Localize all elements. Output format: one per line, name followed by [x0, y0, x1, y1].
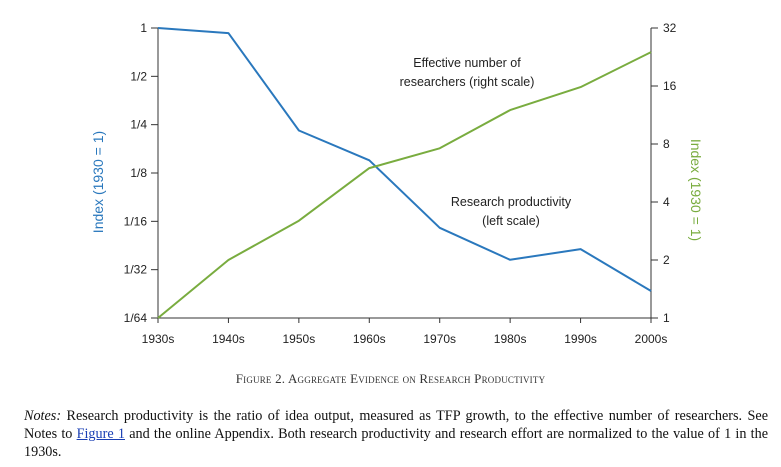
x-tick-label: 2000s: [635, 332, 668, 346]
left-tick-label: 1/8: [130, 166, 147, 180]
notes-label: Notes:: [24, 408, 62, 424]
left-tick-label: 1: [140, 21, 147, 35]
figure-notes: Notes: Research productivity is the rati…: [24, 407, 768, 461]
right-axis-title: Index (1930 = 1): [688, 139, 704, 241]
left-tick-label: 1/4: [130, 118, 147, 132]
notes-text-1: Research productivity is the ratio of id…: [24, 408, 768, 442]
right-tick-label: 8: [663, 137, 670, 151]
left-tick-label: 1/2: [130, 69, 147, 83]
figure-caption: Figure 2. Aggregate Evidence on Research…: [235, 371, 546, 386]
right-tick-label: 4: [663, 195, 670, 209]
x-tick-label: 1930s: [142, 332, 175, 346]
x-axis: 1930s 1940s 1950s 1960s 1970s 1980s 1990s 2000s: [142, 317, 668, 346]
series-layer: [157, 27, 652, 319]
researchers-annotation: Effective number of: [413, 56, 521, 70]
dual-axis-line-chart: 1 1/2 1/4 1/8 1/16 1/32 1/64 32 16 8 4 2 1 1930s 194…: [90, 21, 704, 346]
figure-1-link[interactable]: Figure 1: [76, 426, 125, 442]
x-tick-label: 1980s: [494, 332, 527, 346]
left-axis: 1 1/2 1/4 1/8 1/16 1/32 1/64: [124, 21, 159, 325]
right-tick-label: 1: [663, 311, 670, 325]
right-tick-label: 16: [663, 79, 677, 93]
researchers-annotation: researchers (right scale): [400, 75, 535, 89]
right-axis: 32 16 8 4 2 1: [650, 21, 677, 325]
productivity-annotation: (left scale): [482, 214, 540, 228]
right-tick-label: 32: [663, 21, 677, 35]
researchers-line: [157, 51, 652, 319]
left-axis-title: Index (1930 = 1): [90, 131, 106, 233]
x-tick-label: 1970s: [423, 332, 456, 346]
right-tick-label: 2: [663, 253, 670, 267]
x-tick-label: 1990s: [564, 332, 597, 346]
notes-text-2: and the online Appendix. Both research p…: [24, 426, 768, 460]
x-tick-label: 1940s: [212, 332, 245, 346]
left-tick-label: 1/16: [124, 214, 148, 228]
left-tick-label: 1/32: [124, 263, 148, 277]
productivity-annotation: Research productivity: [451, 195, 572, 209]
x-tick-label: 1960s: [353, 332, 386, 346]
left-tick-label: 1/64: [124, 311, 148, 325]
x-tick-label: 1950s: [283, 332, 316, 346]
annotations: Effective number of researchers (right sc…: [400, 56, 572, 228]
research-productivity-line: [157, 27, 652, 292]
